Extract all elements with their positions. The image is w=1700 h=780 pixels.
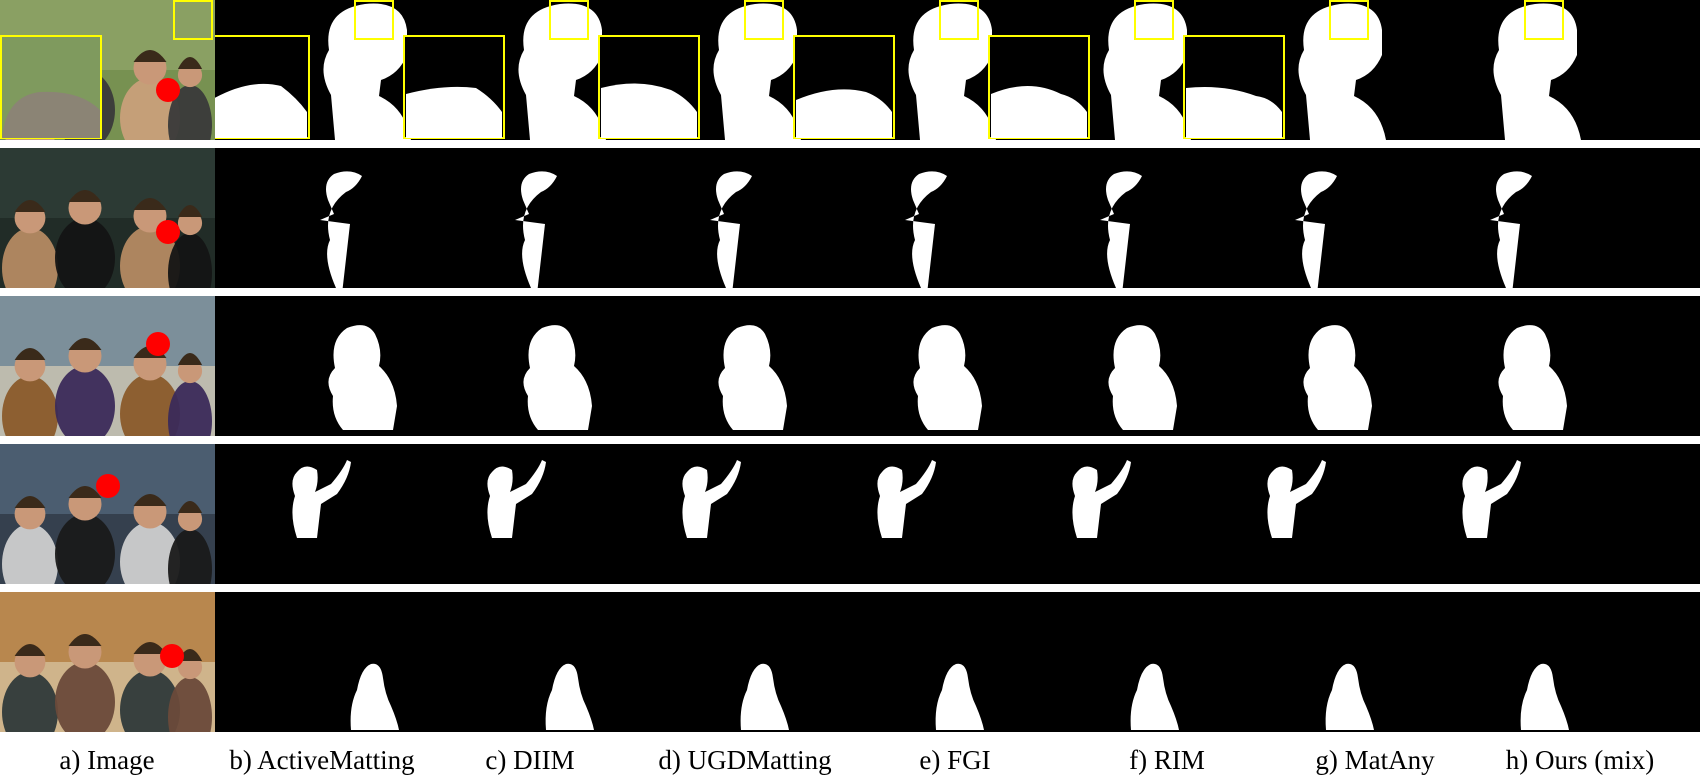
alpha-mattes (215, 0, 1700, 140)
input-image (0, 148, 215, 288)
alpha-mattes (215, 148, 1700, 288)
column-label-image: a) Image (59, 745, 155, 775)
zoom-inset (1183, 35, 1285, 139)
alpha-mattes (215, 444, 1700, 584)
click-marker (156, 78, 180, 102)
matte-1 (323, 3, 411, 140)
alpha-mattes (215, 592, 1700, 732)
matte-3 (713, 3, 801, 140)
matte-7 (1520, 663, 1569, 730)
row-3 (0, 296, 1700, 436)
matte-7 (1490, 171, 1532, 288)
input-image (0, 0, 215, 140)
matte-4 (877, 460, 936, 538)
zoom-inset (215, 35, 310, 139)
matte-1 (350, 663, 399, 730)
column-labels: a) Image b) ActiveMatting c) DIIM d) UGD… (0, 740, 1700, 780)
matte-2 (515, 171, 557, 288)
matte-5 (1072, 460, 1131, 538)
matte-2 (545, 663, 594, 730)
matte-3 (718, 325, 787, 430)
matte-6 (1325, 663, 1374, 730)
input-image (0, 296, 215, 436)
matte-1 (292, 460, 351, 538)
matte-7 (1462, 460, 1521, 538)
matte-5 (1108, 325, 1177, 430)
zoom-inset (598, 35, 700, 139)
matte-5 (1103, 3, 1191, 140)
row-1 (0, 0, 1700, 140)
matte-2 (518, 3, 606, 140)
matte-4 (935, 663, 984, 730)
matte-4 (913, 325, 982, 430)
row-4 (0, 444, 1700, 584)
column-label-ours-mix: h) Ours (mix) (1505, 745, 1655, 775)
click-marker (146, 332, 170, 356)
row-2 (0, 148, 1700, 288)
column-label-fgi: e) FGI (919, 745, 991, 775)
matte-1 (320, 171, 362, 288)
click-marker (96, 474, 120, 498)
column-label-diim: c) DIIM (485, 745, 575, 775)
column-label-ugdmatting: d) UGDMatting (658, 745, 832, 775)
click-marker (156, 220, 180, 244)
matte-3 (740, 663, 789, 730)
matte-3 (710, 171, 752, 288)
zoom-source-box (173, 0, 213, 40)
alpha-mattes (215, 296, 1700, 436)
matte-6 (1303, 325, 1372, 430)
zoom-inset (0, 35, 102, 139)
zoom-inset (793, 35, 895, 139)
input-image (0, 444, 215, 584)
matte-6 (1295, 171, 1337, 288)
matte-4 (908, 3, 996, 140)
matte-2 (487, 460, 546, 538)
input-image (0, 592, 215, 732)
matte-5 (1100, 171, 1142, 288)
matte-2 (523, 325, 592, 430)
matte-6 (1298, 3, 1386, 140)
matte-3 (682, 460, 741, 538)
matte-1 (328, 325, 397, 430)
column-label-matany: g) MatAny (1315, 745, 1435, 775)
zoom-inset (988, 35, 1090, 139)
matte-6 (1267, 460, 1326, 538)
column-label-activematting: b) ActiveMatting (229, 745, 415, 775)
matte-5 (1130, 663, 1179, 730)
matte-4 (905, 171, 947, 288)
zoom-inset (403, 35, 505, 139)
column-label-rim: f) RIM (1129, 745, 1205, 775)
row-5 (0, 592, 1700, 732)
matte-7 (1498, 325, 1567, 430)
click-marker (160, 644, 184, 668)
matte-7 (1493, 3, 1581, 140)
